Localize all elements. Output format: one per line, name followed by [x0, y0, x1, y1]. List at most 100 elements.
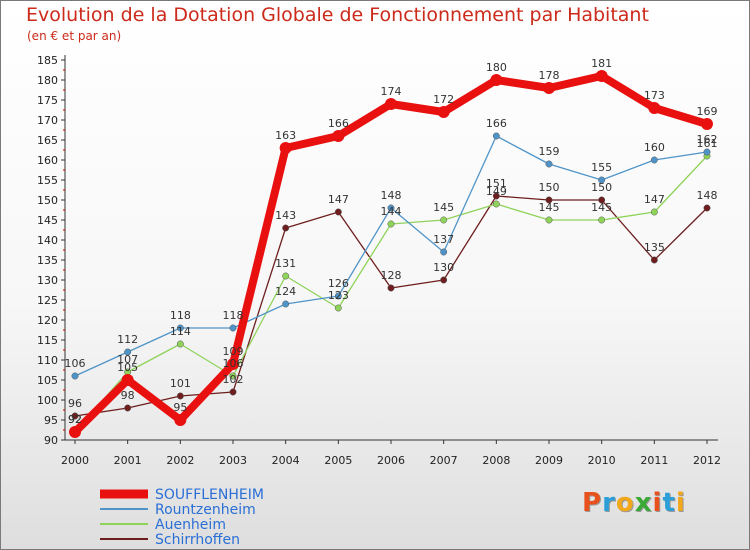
data-point-auenheim [176, 340, 184, 348]
y-tick-label: 125 [37, 294, 58, 307]
data-point-schirrhoffen [703, 204, 711, 212]
data-label: 162 [697, 133, 718, 146]
series-line-rountzenheim [74, 135, 708, 377]
data-point-soufflenheim [332, 130, 345, 142]
logo-letter: o [615, 488, 635, 518]
data-label: 95 [173, 401, 187, 414]
data-point-auenheim [598, 216, 606, 224]
chart-title: Evolution de la Dotation Globale de Fonc… [26, 4, 649, 26]
data-point-auenheim [440, 216, 448, 224]
data-label: 130 [433, 261, 454, 274]
y-tick-label: 170 [37, 114, 58, 127]
data-point-schirrhoffen [176, 392, 184, 400]
data-label: 92 [68, 413, 82, 426]
data-label: 106 [223, 357, 244, 370]
data-label: 96 [68, 397, 82, 410]
data-point-soufflenheim [595, 70, 608, 82]
data-label: 118 [223, 309, 244, 322]
data-point-rountzenheim [703, 148, 711, 156]
y-tick-label: 110 [37, 354, 58, 367]
x-tick-label: 2010 [588, 454, 616, 467]
x-tick-label: 2000 [61, 454, 89, 467]
data-label: 123 [328, 289, 349, 302]
data-label: 101 [170, 377, 191, 390]
data-point-soufflenheim [385, 98, 397, 110]
data-point-rountzenheim [545, 160, 553, 168]
data-point-auenheim [334, 304, 342, 312]
series-lines [69, 70, 713, 438]
data-label: 112 [117, 333, 138, 346]
data-point-rountzenheim [71, 372, 79, 380]
legend-label: Rountzenheim [155, 502, 256, 518]
data-point-soufflenheim [279, 142, 292, 154]
data-point-rountzenheim [334, 292, 342, 300]
data-label: 143 [275, 209, 296, 222]
x-tick-label: 2009 [535, 454, 563, 467]
data-label: 124 [275, 285, 296, 298]
data-point-soufflenheim [227, 358, 239, 370]
x-tick-label: 2007 [430, 454, 458, 467]
data-point-schirrhoffen [440, 276, 448, 284]
y-tick-label: 150 [37, 194, 58, 207]
logo-letter: r [602, 488, 616, 518]
data-label: 145 [591, 201, 612, 214]
data-label: 148 [381, 189, 402, 202]
x-tick-label: 2003 [219, 454, 247, 467]
data-point-soufflenheim [121, 374, 134, 386]
x-tick-label: 2001 [114, 454, 142, 467]
data-point-soufflenheim [701, 118, 713, 130]
data-point-schirrhoffen [492, 192, 500, 200]
data-label: 150 [539, 181, 560, 194]
data-point-schirrhoffen [650, 256, 658, 264]
x-tick-label: 2012 [693, 454, 721, 467]
data-label: 161 [697, 137, 718, 150]
data-point-soufflenheim [69, 426, 81, 438]
data-point-schirrhoffen [545, 196, 553, 204]
data-label: 174 [381, 85, 402, 98]
data-point-rountzenheim [440, 248, 448, 256]
data-point-auenheim [282, 272, 290, 280]
y-tick-label: 160 [37, 154, 58, 167]
data-label: 114 [170, 325, 191, 338]
y-tick-label: 140 [37, 234, 58, 247]
data-point-rountzenheim [124, 348, 132, 356]
data-label: 145 [433, 201, 454, 214]
data-label: 172 [433, 93, 454, 106]
value-labels: 92 105 95 109 163 166 174 172 180 178 181 173 169 106… [65, 57, 718, 426]
data-point-schirrhoffen [282, 224, 290, 232]
legend: SOUFFLENHEIMRountzenheimAuenheimSchirrho… [100, 487, 264, 548]
data-label: 159 [539, 145, 560, 158]
data-label: 166 [328, 117, 349, 130]
y-tick-label: 180 [37, 74, 58, 87]
y-tick-label: 130 [37, 274, 58, 287]
legend-label: Schirrhoffen [155, 532, 240, 548]
data-label: 118 [170, 309, 191, 322]
data-point-schirrhoffen [124, 404, 132, 412]
data-point-rountzenheim [387, 204, 395, 212]
y-tick-label: 105 [37, 374, 58, 387]
x-tick-label: 2005 [324, 454, 352, 467]
y-tick-label: 100 [37, 394, 58, 407]
legend-label: Auenheim [155, 517, 226, 533]
data-label: 107 [117, 353, 138, 366]
data-point-auenheim [545, 216, 553, 224]
axes: 90 95 100 105 110 115 120 125 130 135 140 145 150 155… [37, 54, 721, 467]
data-point-schirrhoffen [229, 388, 237, 396]
data-label: 169 [697, 105, 718, 118]
data-label: 145 [539, 201, 560, 214]
y-tick-label: 185 [37, 54, 58, 67]
data-point-rountzenheim [492, 132, 500, 140]
data-label: 131 [275, 257, 296, 270]
logo-letter: i [652, 488, 663, 518]
data-point-soufflenheim [174, 414, 187, 426]
data-label: 150 [591, 181, 612, 194]
data-label: 109 [223, 345, 244, 358]
y-tick-label: 120 [37, 314, 58, 327]
data-label: 144 [381, 205, 402, 218]
data-point-rountzenheim [598, 176, 606, 184]
data-point-auenheim [650, 208, 658, 216]
legend-label: SOUFFLENHEIM [155, 487, 264, 503]
data-label: 151 [486, 177, 507, 190]
data-point-soufflenheim [648, 102, 661, 114]
